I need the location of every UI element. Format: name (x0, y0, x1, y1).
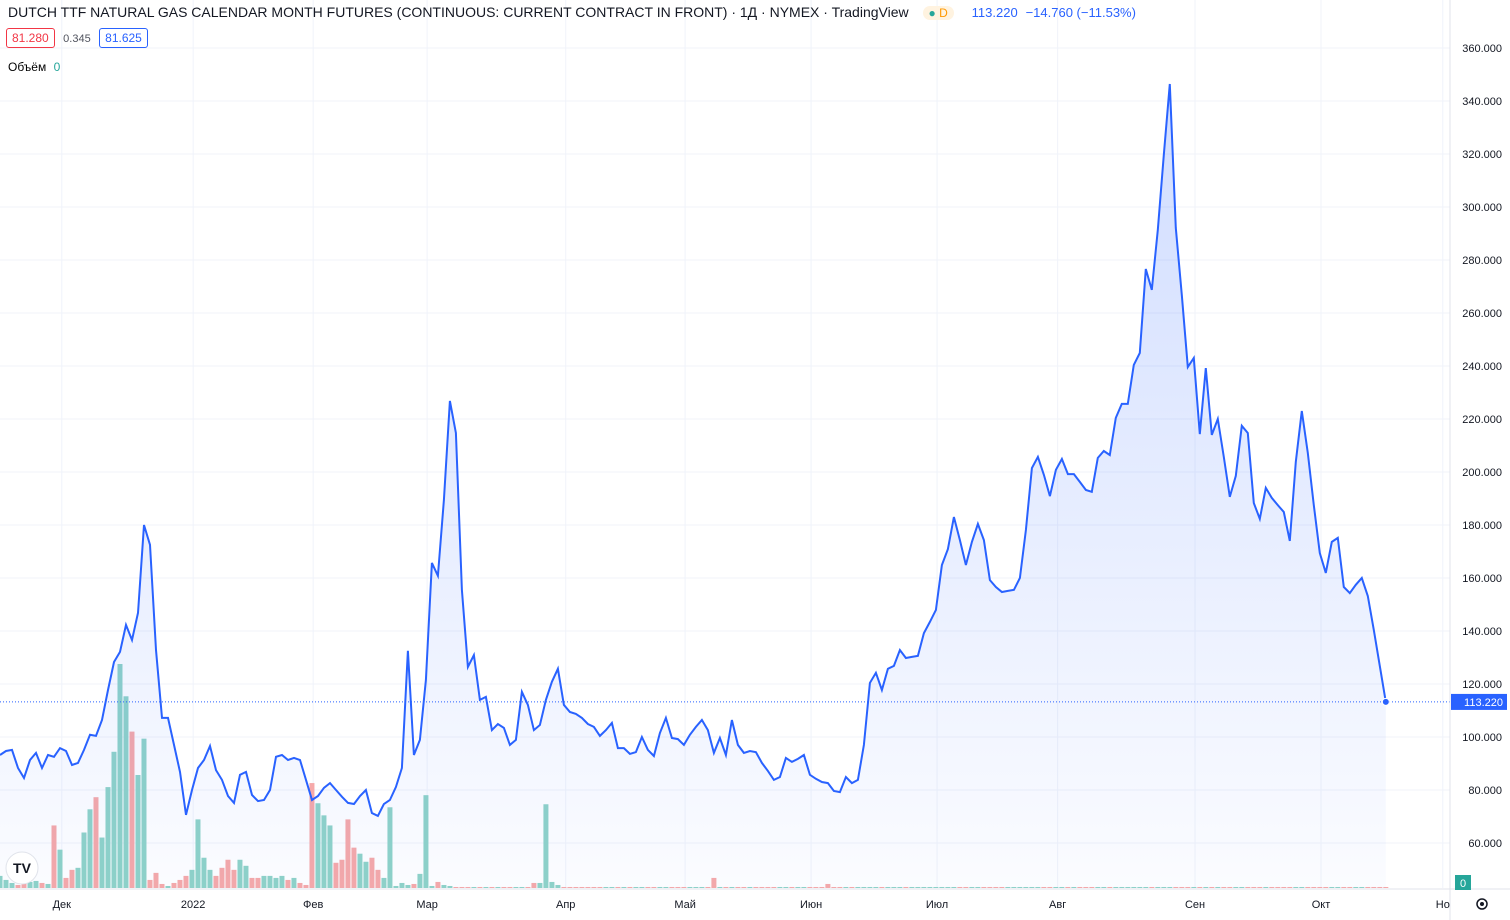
y-tick-label: 260.000 (1462, 308, 1502, 320)
last-price: 113.220 (971, 5, 1018, 20)
area-fill (0, 84, 1386, 888)
price-line (0, 83, 1387, 818)
y-tick-label: 120.000 (1462, 679, 1502, 691)
volume-tag (1455, 875, 1471, 890)
symbol-title: DUTCH TTF NATURAL GAS CALENDAR MONTH FUT… (8, 4, 909, 20)
volume-legend: Объём 0 (8, 60, 60, 74)
x-tick-label: Июл (926, 899, 948, 911)
x-tick-label: Авг (1049, 899, 1066, 911)
y-tick-label: 200.000 (1462, 467, 1502, 479)
y-tick-label: 220.000 (1462, 414, 1502, 426)
y-tick-label: 80.000 (1468, 785, 1502, 797)
volume-bar (1383, 886, 1389, 888)
y-tick-label: 300.000 (1462, 202, 1502, 214)
legend-header: DUTCH TTF NATURAL GAS CALENDAR MONTH FUT… (8, 4, 1136, 20)
y-tick-label: 280.000 (1462, 255, 1502, 267)
badge-text: D (939, 6, 948, 20)
last-point (1381, 697, 1390, 706)
spread: 0.345 (63, 33, 91, 45)
x-tick-label: Сен (1185, 899, 1205, 911)
x-tick-label: Май (674, 899, 696, 911)
x-tick-label: 2022 (181, 899, 205, 911)
x-tick-label: Июн (800, 899, 822, 911)
x-tick-label: Окт (1312, 899, 1331, 911)
settings-icon[interactable] (1476, 898, 1488, 910)
y-tick-label: 340.000 (1462, 96, 1502, 108)
price-change: −14.760 (−11.53%) (1025, 5, 1136, 20)
y-tick-label: 160.000 (1462, 573, 1502, 585)
y-tick-label: 100.000 (1462, 732, 1502, 744)
last-price-tag (1451, 693, 1507, 710)
bid-ask: 81.280 0.345 81.625 (6, 28, 148, 48)
y-tick-label: 60.000 (1468, 838, 1502, 850)
ask[interactable]: 81.625 (99, 28, 148, 48)
y-tick-label: 360.000 (1462, 43, 1502, 55)
x-tick-label: Фев (303, 899, 323, 911)
x-tick-label: Мар (416, 899, 438, 911)
volume-title: Объём (8, 60, 47, 74)
y-tick-label: 140.000 (1462, 626, 1502, 638)
volume-value: 0 (53, 60, 61, 74)
x-tick-label: Дек (53, 899, 72, 911)
tv-logo: TV (5, 851, 39, 885)
last-price-label: 113.220 (1464, 697, 1503, 709)
y-tick-label: 240.000 (1462, 361, 1502, 373)
bid[interactable]: 81.280 (6, 28, 55, 48)
volume-tag-label: 0 (1460, 878, 1466, 890)
x-tick-label: Апр (556, 899, 575, 911)
interval-badge[interactable]: ● D (922, 6, 954, 20)
x-tick-label: Но (1436, 899, 1450, 911)
y-tick-label: 320.000 (1462, 149, 1502, 161)
y-tick-label: 180.000 (1462, 520, 1502, 532)
svg-text:TV: TV (13, 860, 32, 876)
